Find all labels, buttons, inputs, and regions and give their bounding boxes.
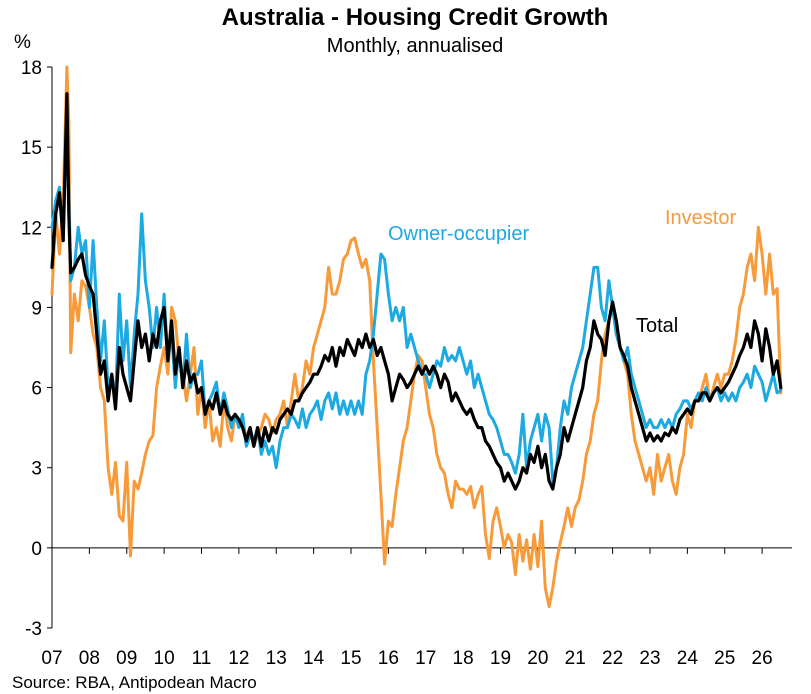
y-tick-label: 12 [21,218,42,239]
series-label-investor: Investor [665,207,736,229]
x-tick-label: 07 [41,648,62,669]
y-tick-label: 15 [21,138,42,159]
y-tick-label: 3 [31,459,42,480]
chart-subtitle: Monthly, annualised [327,35,503,57]
y-tick-label: 0 [31,539,42,560]
series-label-total: Total [636,315,678,337]
x-tick-label: 18 [453,648,474,669]
x-tick-label: 19 [490,648,511,669]
x-tick-label: 08 [79,648,100,669]
x-tick-label: 09 [116,648,137,669]
x-tick-label: 12 [228,648,249,669]
x-tick-label: 11 [192,648,212,669]
x-tick-label: 21 [565,648,586,669]
x-tick-label: 16 [378,648,399,669]
y-axis: -3 0 3 6 9 12 15 18 [21,58,53,640]
y-axis-unit: % [14,32,31,53]
y-tick-label: -3 [25,619,42,640]
x-tick-label: 10 [154,648,175,669]
series-line-total [50,92,783,491]
x-tick-label: 22 [602,648,623,669]
y-tick-label: 18 [21,58,42,79]
x-tick-label: 23 [639,648,660,669]
x-tick-label: 26 [752,648,773,669]
series-label-owner-occupier: Owner-occupier [388,223,530,245]
series-layer [50,65,783,609]
y-tick-label: 6 [31,379,42,400]
x-tick-label: 25 [714,648,735,669]
chart-source: Source: RBA, Antipodean Macro [12,673,257,692]
x-tick-label: 14 [303,648,325,669]
chart-title: Australia - Housing Credit Growth [222,4,609,31]
x-tick-label: 15 [340,648,361,669]
x-tick-label: 17 [415,648,436,669]
x-tick-label: 20 [527,648,548,669]
x-axis: 07 08 09 10 11 12 13 14 15 16 17 18 19 20 21 22 23 24 25 26 [41,547,792,669]
x-tick-label: 24 [677,648,699,669]
y-tick-label: 9 [31,298,42,319]
x-tick-label: 13 [266,648,287,669]
series-line-owner-occupier [50,105,783,483]
